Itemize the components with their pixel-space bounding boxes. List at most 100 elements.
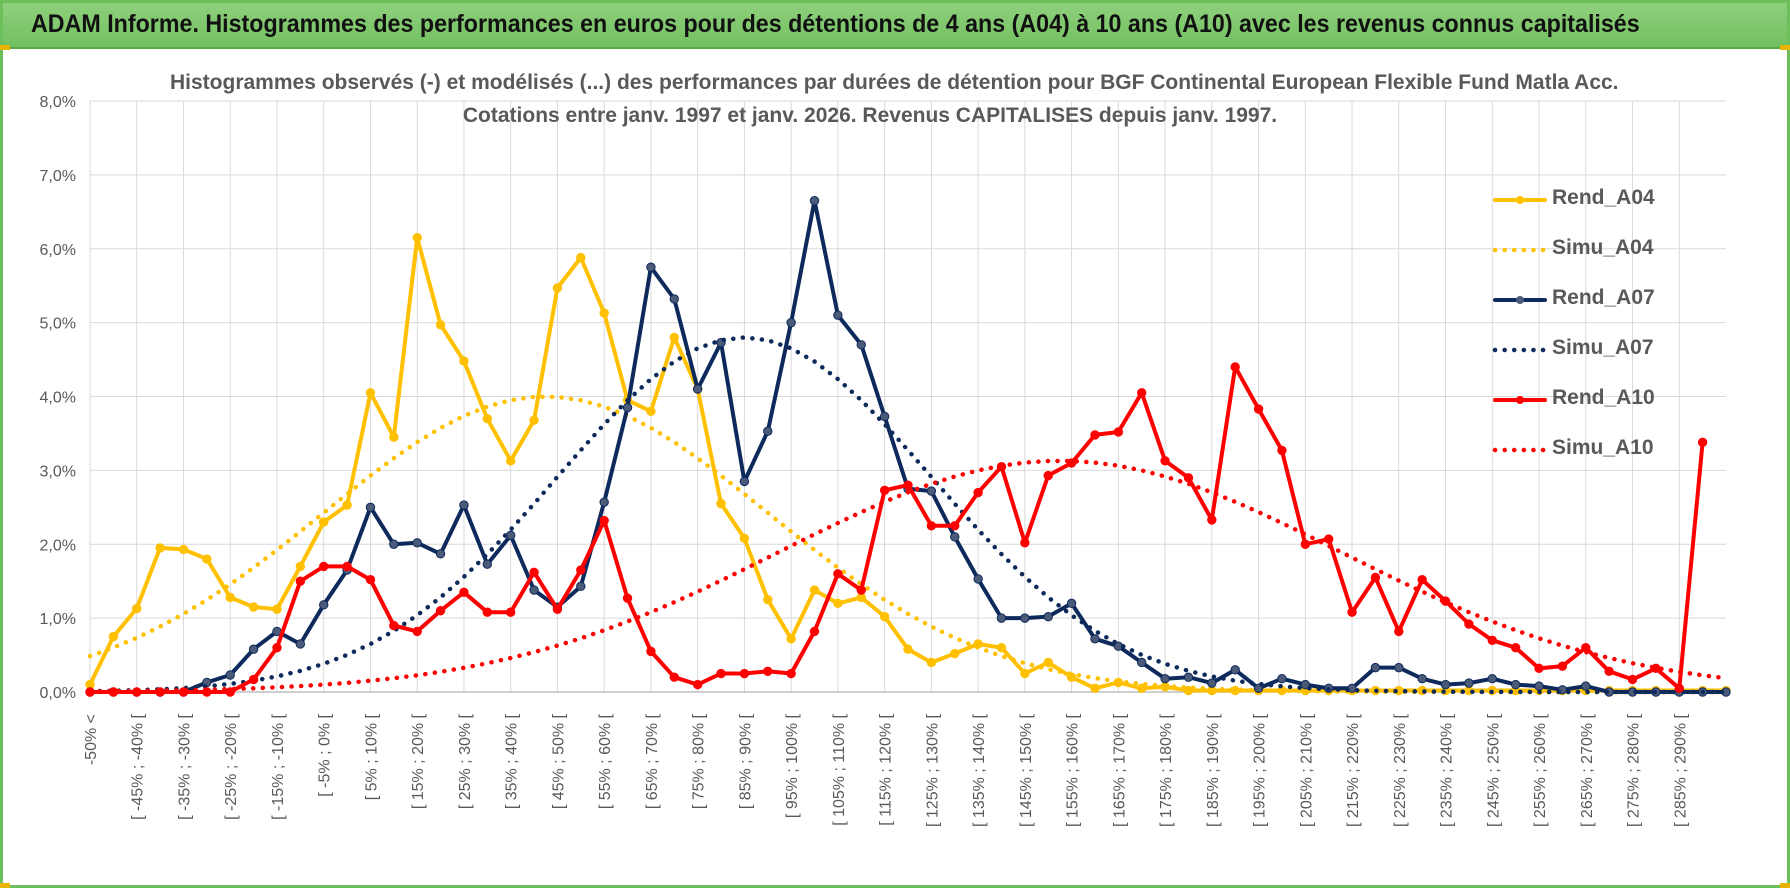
data-point-rend-a07 — [669, 294, 679, 304]
data-point-rend-a10 — [1697, 437, 1708, 448]
data-point-rend-a10 — [1627, 674, 1638, 685]
data-point-rend-a10 — [1090, 430, 1100, 440]
data-point-rend-a10 — [1020, 538, 1030, 548]
data-point-rend-a04 — [342, 500, 352, 510]
data-point-rend-a10 — [1534, 663, 1544, 674]
corner-marker — [1780, 45, 1790, 50]
data-point-rend-a07 — [1160, 674, 1170, 684]
x-tick-label: [ 75% ; 80% [ — [691, 713, 708, 809]
data-point-rend-a07 — [1581, 681, 1591, 691]
legend-item-simu-a10: Simu_A10 — [1490, 430, 1690, 480]
data-point-rend-a10 — [1277, 445, 1287, 456]
data-point-rend-a10 — [1674, 683, 1684, 694]
data-point-rend-a04 — [435, 320, 446, 330]
data-point-rend-a10 — [412, 626, 422, 637]
data-point-rend-a10 — [809, 626, 820, 637]
data-point-rend-a04 — [505, 456, 516, 466]
x-tick-label: [ -5% ; 0% [ — [317, 713, 334, 796]
x-tick-label: [ 115% ; 120% [ — [878, 713, 895, 825]
data-point-rend-a10 — [295, 576, 306, 586]
data-point-rend-a04 — [412, 232, 422, 243]
data-point-rend-a07 — [1370, 662, 1381, 673]
page-title: ADAM Informe. Histogrammes des performan… — [31, 10, 1640, 38]
data-point-rend-a10 — [1394, 626, 1404, 637]
y-tick-label: 2,0% — [40, 537, 76, 554]
data-point-rend-a10 — [1323, 534, 1334, 544]
data-point-rend-a10 — [1137, 388, 1147, 398]
data-point-rend-a10 — [505, 607, 516, 617]
data-point-rend-a10 — [1160, 456, 1170, 466]
data-point-rend-a10 — [926, 521, 937, 531]
series-line-simu-a07 — [87, 335, 1729, 695]
data-point-rend-a10 — [365, 575, 376, 585]
legend-swatch — [1493, 296, 1547, 304]
x-tick-label: [ 275% ; 280% [ — [1626, 713, 1643, 827]
corner-marker — [0, 45, 10, 50]
data-point-rend-a10 — [973, 487, 983, 498]
data-point-rend-a10 — [1604, 666, 1614, 677]
legend-label: Rend_A07 — [1552, 286, 1655, 309]
data-point-rend-a04 — [225, 592, 235, 603]
x-tick-label: [ 205% ; 210% [ — [1298, 713, 1315, 827]
data-point-rend-a10 — [1464, 619, 1474, 629]
data-point-rend-a10 — [248, 674, 259, 685]
legend-swatch — [1492, 247, 1548, 253]
data-point-rend-a07 — [412, 538, 422, 548]
data-point-rend-a10 — [786, 668, 796, 679]
data-point-rend-a10 — [763, 666, 773, 677]
data-point-rend-a10 — [646, 646, 656, 657]
y-tick-label: 6,0% — [40, 242, 76, 259]
data-point-rend-a04 — [365, 388, 376, 398]
x-tick-label: [ 255% ; 260% [ — [1532, 713, 1549, 827]
x-tick-label: [ -25% ; -20% [ — [223, 713, 240, 819]
x-tick-label: [ -45% ; -40% [ — [130, 713, 147, 819]
data-point-rend-a07 — [1183, 672, 1194, 682]
data-point-rend-a04 — [295, 561, 306, 572]
data-point-rend-a07 — [1510, 679, 1521, 690]
data-point-rend-a10 — [1487, 635, 1497, 645]
legend-label: Simu_A04 — [1552, 236, 1654, 259]
data-point-rend-a07 — [529, 585, 539, 595]
data-point-rend-a07 — [692, 384, 703, 394]
data-point-rend-a10 — [692, 679, 703, 690]
data-point-rend-a10 — [529, 567, 539, 578]
data-point-rend-a04 — [809, 585, 820, 595]
data-point-rend-a10 — [1370, 572, 1381, 583]
data-point-rend-a07 — [763, 426, 773, 436]
x-tick-label: [ 175% ; 180% [ — [1158, 713, 1175, 827]
data-point-rend-a07 — [482, 559, 493, 569]
data-point-rend-a07 — [1300, 679, 1311, 690]
x-tick-label: [ 235% ; 240% [ — [1439, 713, 1456, 827]
x-tick-label: [ 95% ; 100% [ — [784, 713, 801, 818]
data-point-rend-a07 — [996, 613, 1007, 623]
data-point-rend-a07 — [1020, 613, 1030, 623]
data-point-rend-a04 — [108, 631, 119, 642]
x-tick-label: [ 195% ; 200% [ — [1252, 713, 1269, 827]
data-point-rend-a07 — [505, 530, 516, 541]
x-tick-label: [ 5% ; 10% [ — [363, 713, 380, 800]
data-point-rend-a07 — [1137, 657, 1147, 668]
y-tick-label: 4,0% — [40, 390, 76, 407]
x-tick-label: [ 25% ; 30% [ — [457, 713, 474, 809]
data-point-rend-a07 — [459, 500, 469, 510]
x-tick-label: [ 285% ; 290% [ — [1672, 713, 1689, 827]
data-point-rend-a07 — [973, 574, 983, 584]
data-point-rend-a10 — [1253, 404, 1264, 414]
x-tick-label: [ 225% ; 230% [ — [1392, 713, 1409, 827]
data-point-rend-a10 — [1230, 362, 1240, 372]
data-point-rend-a07 — [576, 581, 586, 592]
data-point-rend-a04 — [202, 554, 212, 564]
data-point-rend-a10 — [1207, 515, 1217, 525]
data-point-rend-a07 — [225, 670, 235, 680]
legend-label: Rend_A10 — [1552, 386, 1655, 409]
x-tick-label: [ 155% ; 160% [ — [1065, 713, 1082, 827]
legend-swatch — [1492, 347, 1548, 353]
y-tick-label: 7,0% — [40, 168, 76, 185]
x-tick-label: [ 65% ; 70% [ — [644, 713, 661, 809]
data-point-rend-a10 — [552, 604, 563, 614]
legend-item-rend-a04: Rend_A04 — [1490, 180, 1690, 230]
legend-label: Simu_A07 — [1552, 336, 1654, 359]
data-point-rend-a10 — [482, 607, 493, 617]
